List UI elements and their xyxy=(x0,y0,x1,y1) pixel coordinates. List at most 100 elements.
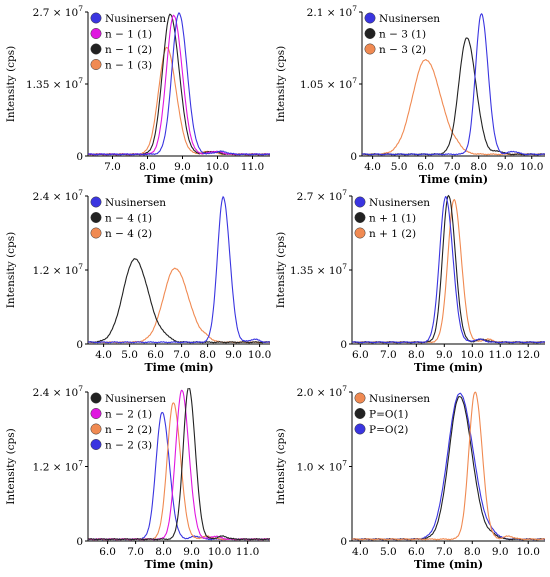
y-tick-label: 0 xyxy=(76,536,83,548)
y-tick-label: 1.0 × 107 xyxy=(297,459,348,474)
legend-marker xyxy=(354,408,366,419)
legend-label: n − 3 (2) xyxy=(379,44,426,56)
legend-label: P=O(2) xyxy=(369,424,408,436)
y-tick-label: 1.2 × 107 xyxy=(33,459,84,474)
series-line-3 xyxy=(362,59,545,156)
x-axis-title: Time (min) xyxy=(414,361,483,374)
x-tick-label: 12.0 xyxy=(517,349,540,361)
y-axis-title: Intensity (cps) xyxy=(5,428,17,505)
chart-panel-4: 6.0 7.0 8.0 9.0 10.0 11.0 12.0 0 1.35 × 107 2.7 ×… xyxy=(275,188,545,374)
x-tick-label: 4.0 xyxy=(364,161,381,173)
legend-label: n − 4 (1) xyxy=(105,213,152,225)
y-tick-label: 1.2 × 107 xyxy=(33,262,84,277)
y-tick-label: 0 xyxy=(76,339,83,351)
x-tick-label: 7.0 xyxy=(380,349,397,361)
legend-marker xyxy=(90,423,102,435)
x-tick-label: 4.0 xyxy=(95,349,112,361)
x-tick-label: 10.0 xyxy=(248,349,271,361)
legend: Nusinersen n − 4 (1) n − 4 (2) xyxy=(90,196,166,240)
y-axis-title: Intensity (cps) xyxy=(275,46,287,123)
legend-marker xyxy=(354,212,366,223)
legend-marker xyxy=(90,392,102,404)
legend-label: n − 2 (3) xyxy=(105,440,152,452)
legend-marker xyxy=(354,423,366,435)
x-tick-label: 9.0 xyxy=(497,161,514,173)
chart-panel-2: 4.0 5.0 6.0 7.0 8.0 9.0 10.0 0 1.05 × 107 2.1 × 1… xyxy=(275,4,545,186)
series-line-3 xyxy=(88,267,270,344)
legend-marker xyxy=(90,227,102,239)
legend-marker xyxy=(364,43,376,55)
series-line-1 xyxy=(352,195,545,344)
y-tick-label: 0 xyxy=(340,536,347,548)
chart-panel-3: 4.0 5.0 6.0 7.0 8.0 9.0 10.0 0 1.2 × 107 2.4 × 10… xyxy=(5,188,271,374)
series-line-1 xyxy=(88,12,270,156)
x-tick-label: 6.0 xyxy=(147,349,164,361)
series-group xyxy=(88,12,270,156)
x-tick-label: 8.0 xyxy=(470,161,487,173)
legend-label: n − 1 (2) xyxy=(105,44,152,56)
y-tick-label: 1.35 × 107 xyxy=(290,262,347,277)
legend-label: Nusinersen xyxy=(105,197,166,209)
y-tick-label: 0 xyxy=(350,151,357,163)
x-tick-label: 7.0 xyxy=(436,546,453,558)
x-axis-title: Time (min) xyxy=(144,558,213,571)
legend-marker xyxy=(354,196,366,208)
x-tick-label: 8.0 xyxy=(155,546,172,558)
legend-marker xyxy=(90,28,102,39)
y-tick-label: 2.4 × 107 xyxy=(33,188,84,203)
x-tick-label: 9.0 xyxy=(183,546,200,558)
x-tick-label: 6.0 xyxy=(408,546,425,558)
legend-marker xyxy=(90,439,102,450)
legend: Nusinersen n − 2 (1) n − 2 (2) n − 2 (3) xyxy=(90,392,166,452)
legend-marker xyxy=(364,12,376,24)
y-axis-title: Intensity (cps) xyxy=(275,232,287,309)
x-tick-label: 10.0 xyxy=(520,161,543,173)
x-tick-label: 9.0 xyxy=(492,546,509,558)
y-axis-title: Intensity (cps) xyxy=(275,428,287,505)
legend-label: n − 4 (2) xyxy=(105,228,152,240)
legend-marker xyxy=(354,227,366,239)
x-axis-title: Time (min) xyxy=(419,173,488,186)
y-tick-label: 0 xyxy=(340,339,347,351)
series-group xyxy=(88,195,270,344)
x-tick-label: 7.0 xyxy=(444,161,461,173)
x-tick-label: 6.0 xyxy=(99,546,116,558)
legend-label: P=O(1) xyxy=(369,409,408,421)
y-tick-label: 1.05 × 107 xyxy=(300,76,357,91)
y-tick-label: 2.0 × 107 xyxy=(297,384,348,399)
legend-marker xyxy=(364,28,376,39)
series-line-1 xyxy=(362,13,545,156)
x-tick-label: 9.0 xyxy=(436,349,453,361)
legend: Nusinersen n − 3 (1) n − 3 (2) xyxy=(364,12,440,56)
series-group xyxy=(352,194,545,344)
x-axis-title: Time (min) xyxy=(144,173,213,186)
series-line-1 xyxy=(352,391,545,541)
y-tick-label: 2.1 × 107 xyxy=(307,4,358,19)
x-tick-label: 10.0 xyxy=(206,161,229,173)
legend: Nusinersen n + 1 (1) n + 1 (2) xyxy=(354,196,430,240)
y-tick-label: 0 xyxy=(76,151,83,163)
x-axis-title: Time (min) xyxy=(414,558,483,571)
legend-label: n − 1 (3) xyxy=(105,60,152,72)
x-tick-label: 7.0 xyxy=(127,546,144,558)
legend-marker xyxy=(90,408,102,419)
y-tick-label: 2.7 × 107 xyxy=(297,188,348,203)
x-tick-label: 4.0 xyxy=(352,546,369,558)
y-axis-title: Intensity (cps) xyxy=(5,46,17,123)
x-tick-label: 10.0 xyxy=(517,546,540,558)
x-tick-label: 5.0 xyxy=(391,161,408,173)
x-tick-label: 10.0 xyxy=(208,546,231,558)
legend: Nusinersen P=O(1) P=O(2) xyxy=(354,392,430,436)
legend-marker xyxy=(90,43,102,55)
legend-label: Nusinersen xyxy=(369,393,430,405)
legend: Nusinersen n − 1 (1) n − 1 (2) n − 1 (3) xyxy=(90,12,166,72)
x-tick-label: 6.0 xyxy=(417,161,434,173)
chart-panel-6: 4.0 5.0 6.0 7.0 8.0 9.0 10.0 0 1.0 × 107 2.0 × 10… xyxy=(275,384,545,571)
chart-panel-5: 6.0 7.0 8.0 9.0 10.0 11.0 0 1.2 × 107 2.4 × 107 T… xyxy=(5,384,270,571)
x-tick-label: 10.0 xyxy=(461,349,484,361)
legend-marker xyxy=(354,392,366,404)
legend-marker xyxy=(90,59,102,70)
x-tick-label: 11.0 xyxy=(489,349,512,361)
x-tick-label: 11.0 xyxy=(236,546,259,558)
